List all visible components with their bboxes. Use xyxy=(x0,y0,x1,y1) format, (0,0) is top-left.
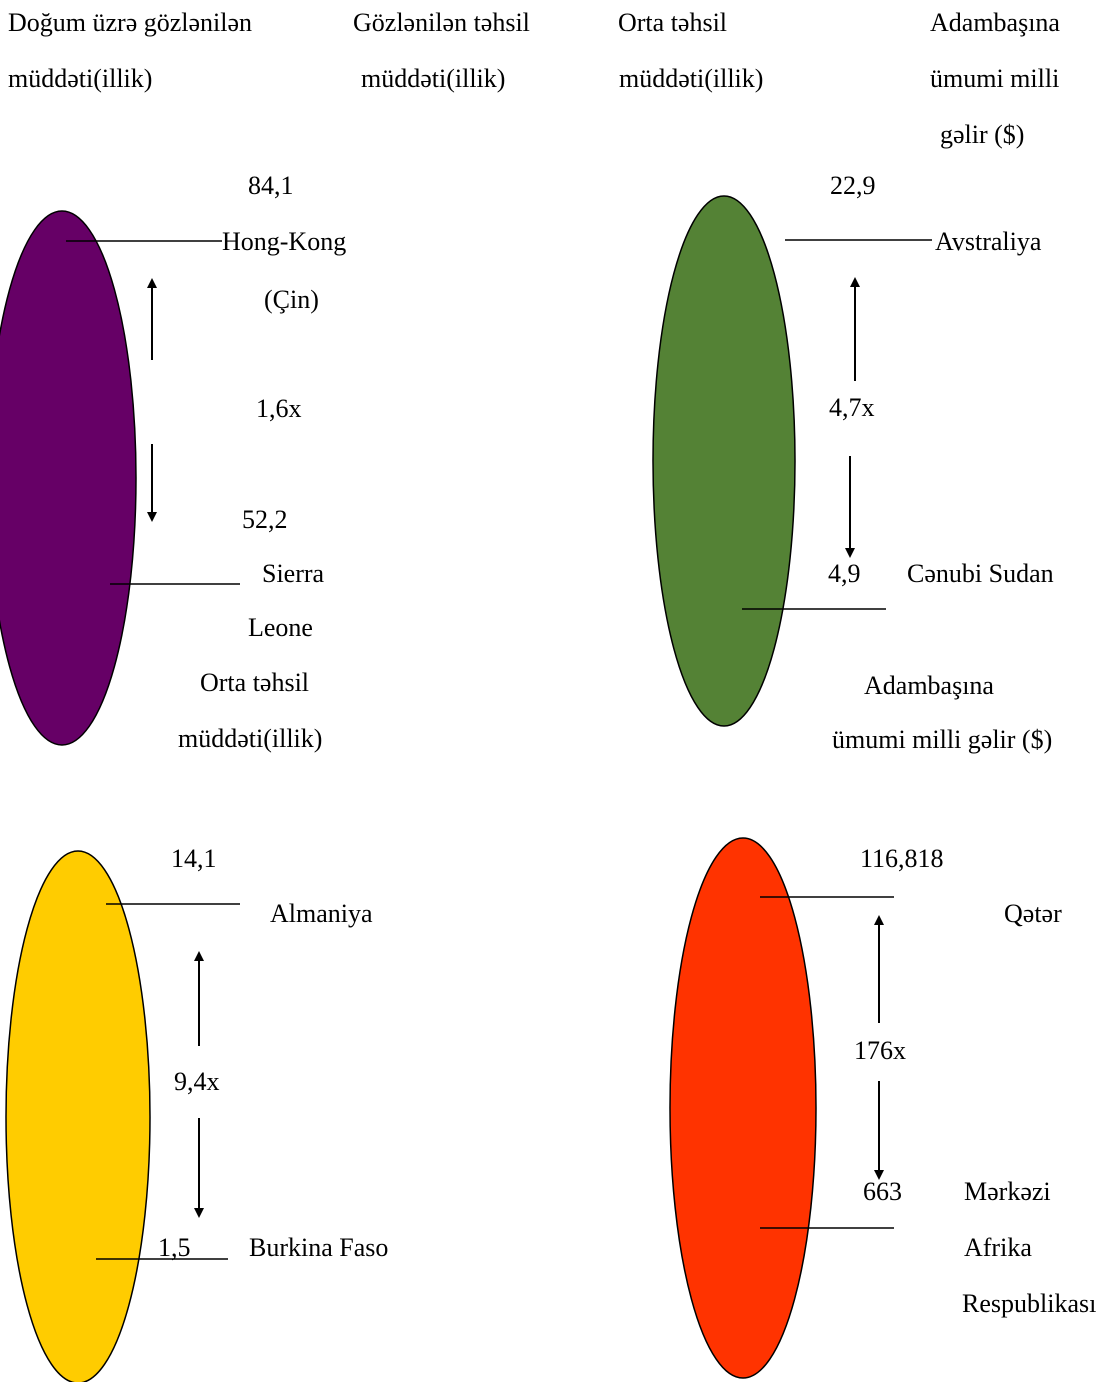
life-ratio: 1,6x xyxy=(256,394,302,423)
schooling-ellipse xyxy=(5,850,151,1382)
education-caption-line1: Adambaşına xyxy=(864,671,994,700)
life-caption-line2: müddəti(illik) xyxy=(178,724,323,753)
life-bottom-country-line2: Leone xyxy=(248,613,313,642)
schooling-bottom-value: 1,5 xyxy=(158,1233,191,1262)
header-gni-line2: ümumi milli xyxy=(930,64,1060,93)
header-life-expectancy-line1: Doğum üzrə gözlənilən xyxy=(8,8,253,37)
income-top-value: 116,818 xyxy=(860,844,944,873)
income-bottom-country-line2: Afrika xyxy=(964,1233,1032,1262)
education-top-country: Avstraliya xyxy=(935,227,1042,256)
education-caption-line2: ümumi milli gəlir ($) xyxy=(832,725,1053,754)
header-gni-line1: Adambaşına xyxy=(930,8,1060,37)
life-bottom-value: 52,2 xyxy=(242,505,288,534)
life-ellipse xyxy=(0,210,137,746)
education-bottom-value: 4,9 xyxy=(828,559,861,588)
education-ellipse xyxy=(652,195,796,727)
life-top-value: 84,1 xyxy=(248,171,294,200)
life-top-country-line1: Hong-Kong xyxy=(222,227,347,256)
income-bottom-country-line1: Mərkəzi xyxy=(964,1177,1051,1206)
income-top-country: Qətər xyxy=(1004,899,1062,928)
schooling-ratio: 9,4x xyxy=(174,1067,220,1096)
header-mean-schooling-line2: müddəti(illik) xyxy=(619,64,764,93)
header-gni-line3: gəlir ($) xyxy=(940,120,1025,149)
income-bottom-country-line3: Respublikası xyxy=(962,1289,1097,1318)
schooling-top-country: Almaniya xyxy=(270,899,373,928)
education-top-value: 22,9 xyxy=(830,171,876,200)
income-ratio: 176x xyxy=(854,1036,906,1065)
header-expected-schooling-line1: Gözlənilən təhsil xyxy=(353,8,530,37)
schooling-bottom-country: Burkina Faso xyxy=(249,1233,389,1262)
life-bottom-country-line1: Sierra xyxy=(262,559,325,588)
education-bottom-country: Cənubi Sudan xyxy=(907,559,1054,588)
income-bottom-value: 663 xyxy=(863,1177,902,1206)
header-life-expectancy-line2: müddəti(illik) xyxy=(8,64,153,93)
life-top-country-line2: (Çin) xyxy=(264,285,319,314)
header-expected-schooling-line2: müddəti(illik) xyxy=(361,64,506,93)
education-ratio: 4,7x xyxy=(829,393,875,422)
life-caption-line1: Orta təhsil xyxy=(200,668,310,697)
schooling-top-value: 14,1 xyxy=(171,844,217,873)
header-mean-schooling-line1: Orta təhsil xyxy=(618,8,728,37)
income-ellipse xyxy=(669,837,817,1379)
